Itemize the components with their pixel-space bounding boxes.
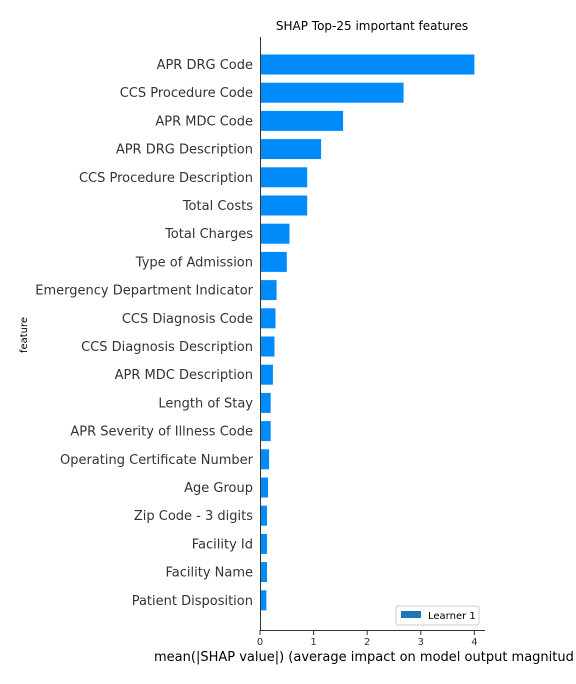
bar-1 <box>260 83 404 103</box>
feature-label-1: CCS Procedure Code <box>120 86 253 101</box>
feature-label-12: Length of Stay <box>158 396 253 411</box>
x-tick-label-1: 1 <box>310 637 316 648</box>
bar-4 <box>260 167 307 187</box>
x-axis-label: mean(|SHAP value|) (average impact on mo… <box>154 650 574 665</box>
feature-label-19: Patient Disposition <box>132 594 253 609</box>
bar-14 <box>260 449 269 469</box>
bar-17 <box>260 534 267 554</box>
feature-label-11: APR MDC Description <box>115 368 253 383</box>
feature-label-18: Facility Name <box>165 566 253 581</box>
feature-label-10: CCS Diagnosis Description <box>81 340 253 355</box>
legend-label-learner-1: Learner 1 <box>428 611 476 622</box>
bar-16 <box>260 506 267 526</box>
legend-swatch-learner-1 <box>401 611 421 618</box>
feature-label-3: APR DRG Description <box>116 143 253 158</box>
bar-8 <box>260 280 277 300</box>
feature-label-7: Type of Admission <box>135 255 253 270</box>
x-tick-label-0: 0 <box>257 637 263 648</box>
feature-label-17: Facility Id <box>192 537 253 552</box>
feature-label-2: APR MDC Code <box>155 114 253 129</box>
feature-label-4: CCS Procedure Description <box>79 171 253 186</box>
bar-6 <box>260 224 290 244</box>
feature-label-9: CCS Diagnosis Code <box>122 312 253 327</box>
feature-label-8: Emergency Department Indicator <box>35 284 253 299</box>
bars-group <box>260 55 474 611</box>
y-axis-label: feature <box>19 317 30 353</box>
bar-11 <box>260 365 273 385</box>
chart-title: SHAP Top-25 important features <box>276 19 468 33</box>
feature-label-13: APR Severity of Illness Code <box>70 425 253 440</box>
bar-9 <box>260 308 276 328</box>
x-tick-label-4: 4 <box>471 637 477 648</box>
feature-label-15: Age Group <box>184 481 253 496</box>
x-tick-label-2: 2 <box>364 637 370 648</box>
bar-7 <box>260 252 287 272</box>
feature-label-14: Operating Certificate Number <box>60 453 254 468</box>
bar-13 <box>260 421 271 441</box>
legend: Learner 1 <box>396 606 479 625</box>
bar-0 <box>260 55 474 75</box>
feature-labels-group: APR DRG Code CCS Procedure Code APR MDC Co… <box>35 58 253 609</box>
bar-12 <box>260 393 271 413</box>
x-tick-label-3: 3 <box>418 637 424 648</box>
feature-label-5: Total Costs <box>182 199 253 214</box>
bar-10 <box>260 337 275 357</box>
bar-2 <box>260 111 343 131</box>
bar-3 <box>260 139 321 159</box>
feature-label-6: Total Charges <box>164 227 253 242</box>
feature-label-0: APR DRG Code <box>157 58 253 73</box>
bar-15 <box>260 478 268 498</box>
x-ticks-group: 0 1 2 3 4 <box>257 630 478 648</box>
bar-18 <box>260 562 267 582</box>
bar-5 <box>260 196 307 216</box>
feature-label-16: Zip Code - 3 digits <box>134 509 253 524</box>
